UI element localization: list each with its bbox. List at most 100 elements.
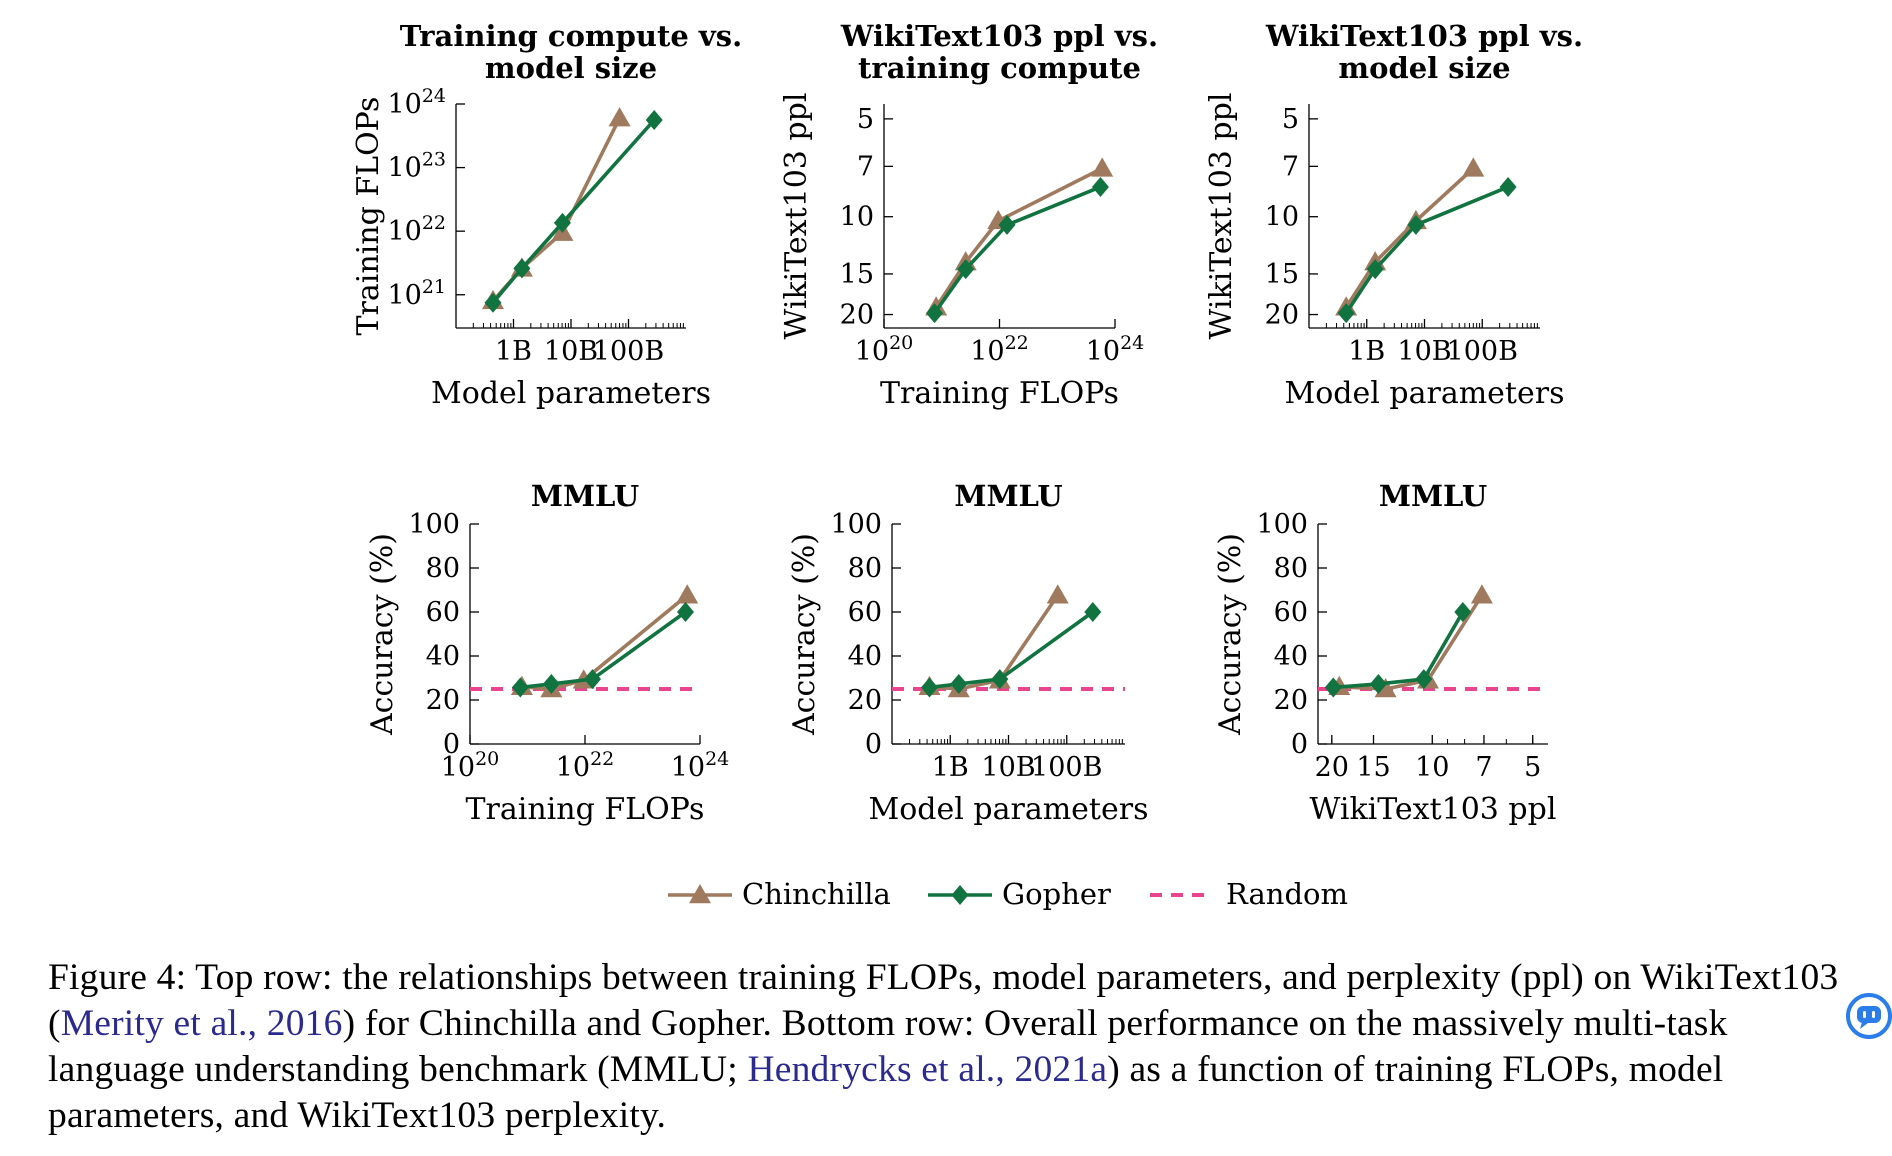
y-tick-label: 20 — [426, 685, 460, 716]
y-tick-label: 100 — [830, 509, 882, 540]
chinchilla-series-line — [1344, 167, 1475, 309]
x-tick-label: 10B — [981, 752, 1035, 783]
legend-gopher-label: Gopher — [1002, 877, 1111, 911]
gopher-series-line — [1344, 185, 1509, 315]
chinchilla-marker — [676, 584, 699, 604]
chart-legend: Chinchilla Gopher Random — [668, 877, 1348, 911]
y-tick-label: 7 — [857, 151, 874, 182]
x-tick-label: 10B — [1397, 336, 1451, 367]
y-axis-label: Accuracy (%) — [365, 533, 400, 736]
x-tick-label: 7 — [1475, 752, 1492, 783]
y-axis-label: Accuracy (%) — [787, 533, 822, 736]
y-tick-label: 1024 — [387, 85, 446, 120]
y-tick-label: 10 — [840, 202, 874, 233]
chinchilla-series-line — [929, 594, 1060, 691]
gopher-marker — [998, 214, 1016, 235]
y-tick-label: 20 — [1274, 685, 1308, 716]
gopher-marker — [583, 669, 601, 690]
x-axis-label: Training FLOPs — [880, 376, 1119, 411]
caption-text-2: ) for Chinchilla and Gopher. Bottom row:… — [48, 1003, 1728, 1090]
x-tick-label: 1022 — [970, 332, 1029, 367]
gopher-series-line — [929, 610, 1094, 690]
chart-title: training compute — [858, 51, 1141, 85]
x-tick-label: 10 — [1415, 752, 1449, 783]
chat-bubble-icon[interactable] — [1846, 993, 1892, 1039]
gopher-series-line — [491, 118, 656, 304]
chinchilla-series-line — [521, 593, 689, 691]
y-tick-label: 80 — [848, 553, 882, 584]
x-tick-label: 1024 — [671, 748, 730, 783]
chinchilla-series-line — [934, 166, 1103, 309]
chart-title: MMLU — [531, 479, 639, 513]
gopher-marker — [645, 110, 663, 131]
caption-text-1: Figure 4: Top row: the relationships bet… — [48, 957, 1839, 1044]
citation-link-merity[interactable]: Merity et al., 2016 — [60, 1003, 343, 1044]
y-axis-label: WikiText103 ppl — [779, 93, 814, 340]
chart-title: model size — [485, 51, 657, 85]
y-axis-label: WikiText103 ppl — [1204, 93, 1239, 340]
citation-link-hendrycks[interactable]: Hendrycks et al., 2021a — [747, 1049, 1108, 1090]
y-tick-label: 60 — [848, 597, 882, 628]
gopher-marker — [1369, 673, 1387, 694]
gopher-marker — [991, 669, 1009, 690]
gopher-marker — [1324, 677, 1342, 698]
x-tick-label: 100B — [1031, 752, 1102, 783]
gopher-marker — [1337, 303, 1355, 324]
y-tick-label: 80 — [1274, 553, 1308, 584]
gopher-marker — [513, 258, 531, 279]
y-tick-label: 20 — [840, 300, 874, 331]
x-tick-label: 1020 — [855, 332, 914, 367]
chart-panel-4: MMLU 1020 1022 1024 0 20 40 60 80 100 Training FLO… — [365, 479, 729, 827]
y-tick-label: 15 — [1265, 259, 1299, 290]
x-axis-label: Training FLOPs — [466, 792, 705, 827]
gopher-marker — [926, 303, 944, 324]
legend-chinchilla-label: Chinchilla — [742, 877, 891, 911]
y-tick-label: 10 — [1265, 202, 1299, 233]
gopher-marker — [1366, 259, 1384, 280]
x-tick-label: 20 — [1315, 752, 1349, 783]
chinchilla-marker — [1046, 584, 1069, 604]
x-axis-label: Model parameters — [869, 792, 1149, 827]
x-tick-label: 1B — [932, 752, 969, 783]
y-tick-label: 7 — [1282, 151, 1299, 182]
y-axis-label: Training FLOPs — [351, 97, 386, 336]
gopher-marker — [1091, 176, 1109, 197]
caption-text-3: ) as a function of training FLOPs, model… — [48, 1049, 1724, 1136]
gopher-marker — [1084, 602, 1102, 622]
gopher-marker — [957, 259, 975, 280]
y-tick-label: 5 — [857, 104, 874, 135]
y-tick-label: 1023 — [387, 149, 446, 184]
gopher-marker — [511, 677, 529, 698]
y-tick-label: 0 — [1291, 729, 1308, 760]
y-tick-label: 1021 — [387, 276, 446, 311]
y-axis-label: Accuracy (%) — [1213, 533, 1248, 736]
y-tick-label: 20 — [848, 685, 882, 716]
y-tick-label: 40 — [1274, 641, 1308, 672]
y-tick-label: 100 — [1256, 509, 1308, 540]
chart-title: MMLU — [1379, 479, 1487, 513]
gopher-marker — [1415, 669, 1433, 690]
gopher-marker — [1454, 602, 1472, 622]
x-axis-label: Model parameters — [1285, 376, 1565, 411]
x-tick-label: 1B — [1348, 336, 1385, 367]
chinchilla-series-line — [1339, 594, 1484, 691]
x-tick-label: 100B — [1447, 336, 1518, 367]
y-tick-label: 60 — [1274, 597, 1308, 628]
chart-title: WikiText103 ppl vs. — [840, 19, 1158, 53]
y-tick-label: 1022 — [387, 212, 446, 247]
x-axis-label: Model parameters — [431, 376, 711, 411]
gopher-marker — [920, 677, 938, 698]
chinchilla-marker — [1374, 678, 1397, 698]
chinchilla-marker — [1470, 584, 1493, 604]
chinchilla-marker — [608, 107, 631, 127]
gopher-series-line — [1333, 611, 1465, 690]
chart-title: Training compute vs. — [400, 19, 742, 53]
chart-title: MMLU — [954, 479, 1062, 513]
y-tick-label: 100 — [408, 509, 460, 540]
legend-random-label: Random — [1226, 877, 1348, 911]
